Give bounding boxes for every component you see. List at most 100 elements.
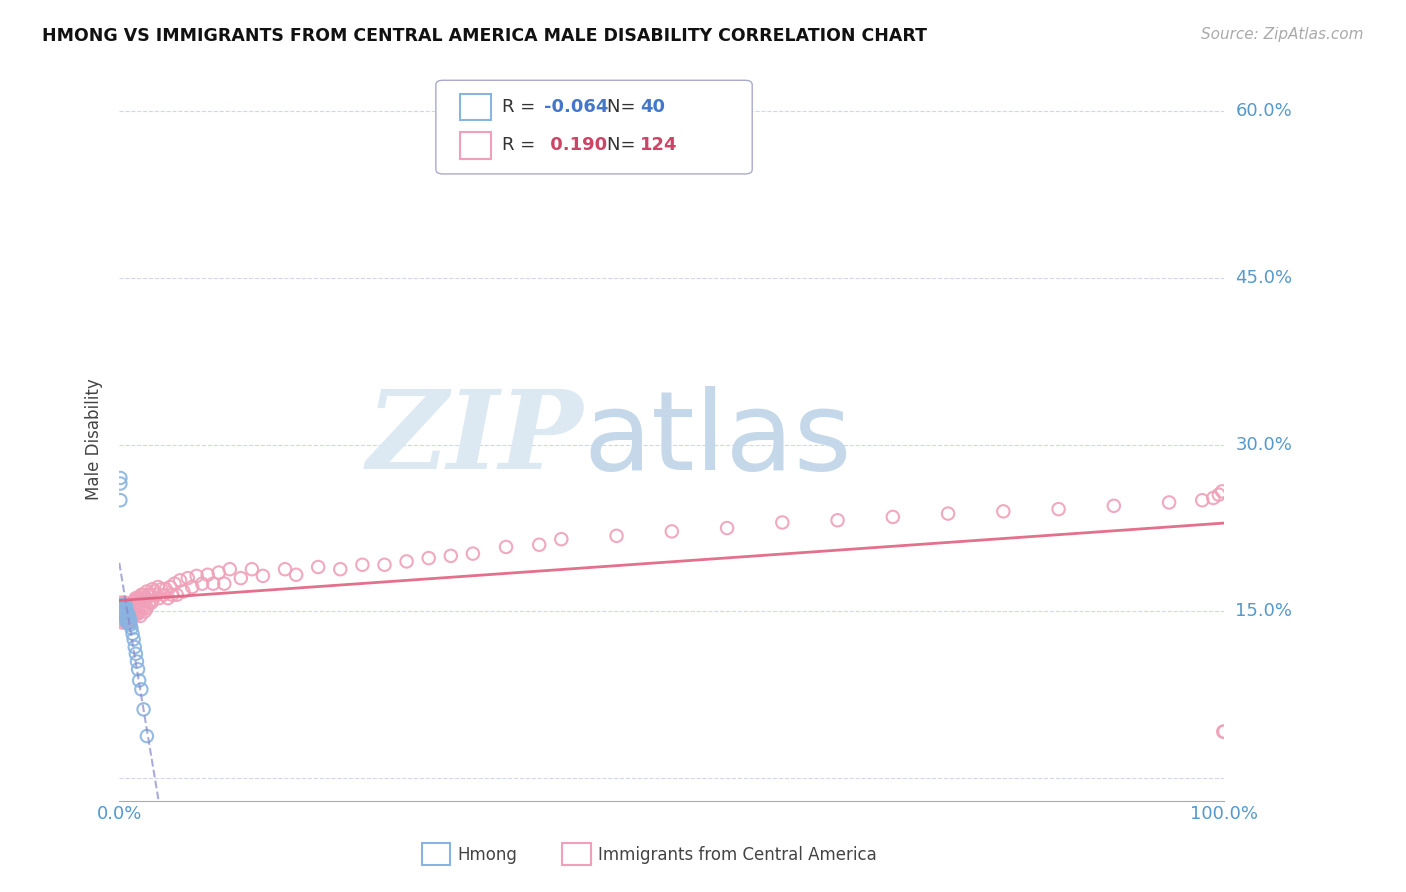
Text: R =: R = bbox=[502, 98, 541, 116]
Point bbox=[329, 562, 352, 576]
Point bbox=[115, 610, 138, 624]
Point bbox=[1212, 724, 1234, 739]
Point bbox=[132, 588, 155, 602]
Point bbox=[110, 605, 132, 619]
Text: atlas: atlas bbox=[583, 385, 852, 492]
Point bbox=[128, 673, 150, 688]
Point bbox=[120, 621, 142, 635]
Text: R =: R = bbox=[502, 136, 547, 154]
Point bbox=[110, 613, 132, 627]
Text: N=: N= bbox=[607, 98, 641, 116]
Text: 124: 124 bbox=[640, 136, 678, 154]
Point bbox=[240, 562, 263, 576]
Point bbox=[134, 605, 156, 619]
Point bbox=[120, 607, 142, 621]
Point bbox=[111, 605, 134, 619]
Point bbox=[115, 599, 138, 613]
Point bbox=[115, 615, 138, 630]
Text: Source: ZipAtlas.com: Source: ZipAtlas.com bbox=[1201, 27, 1364, 42]
Point bbox=[1047, 502, 1070, 516]
Point bbox=[125, 607, 148, 621]
Point bbox=[127, 593, 149, 607]
Point bbox=[111, 599, 134, 613]
Point bbox=[110, 493, 132, 508]
Point bbox=[1102, 499, 1125, 513]
Point bbox=[373, 558, 395, 572]
Point bbox=[440, 549, 463, 563]
Point bbox=[112, 599, 135, 613]
Point bbox=[418, 551, 440, 566]
Point bbox=[122, 632, 145, 647]
Point bbox=[121, 626, 143, 640]
Point bbox=[125, 655, 148, 669]
Point bbox=[1208, 488, 1230, 502]
Point bbox=[274, 562, 297, 576]
Point bbox=[131, 601, 153, 615]
Point bbox=[150, 582, 173, 597]
Point bbox=[110, 596, 132, 610]
Point bbox=[120, 607, 142, 621]
Point bbox=[307, 560, 329, 574]
Text: 0.190: 0.190 bbox=[544, 136, 607, 154]
Point bbox=[115, 605, 138, 619]
Text: Immigrants from Central America: Immigrants from Central America bbox=[598, 846, 876, 863]
Text: ZIP: ZIP bbox=[367, 385, 583, 492]
Point bbox=[127, 662, 149, 676]
Point bbox=[993, 504, 1015, 518]
Text: 40: 40 bbox=[640, 98, 665, 116]
Point bbox=[197, 567, 219, 582]
Point bbox=[110, 599, 132, 613]
Point bbox=[115, 607, 138, 621]
Point bbox=[1191, 493, 1213, 508]
Point bbox=[112, 607, 135, 621]
Point bbox=[172, 584, 194, 599]
Point bbox=[136, 588, 159, 602]
Point bbox=[112, 605, 135, 619]
Point bbox=[111, 607, 134, 621]
Point bbox=[527, 538, 550, 552]
Point bbox=[550, 532, 572, 546]
Point bbox=[115, 605, 138, 619]
Point bbox=[131, 682, 153, 697]
Text: N=: N= bbox=[607, 136, 641, 154]
Point bbox=[145, 588, 167, 602]
Point bbox=[114, 605, 136, 619]
Point bbox=[122, 607, 145, 621]
Text: -0.064: -0.064 bbox=[544, 98, 609, 116]
Point bbox=[114, 596, 136, 610]
Point bbox=[882, 509, 904, 524]
Point bbox=[127, 607, 149, 621]
Point bbox=[202, 576, 225, 591]
Point bbox=[114, 607, 136, 621]
Point bbox=[110, 471, 132, 485]
Text: 60.0%: 60.0% bbox=[1236, 102, 1292, 120]
Point bbox=[152, 588, 174, 602]
Point bbox=[121, 599, 143, 613]
Point bbox=[114, 610, 136, 624]
Point bbox=[166, 588, 188, 602]
Point bbox=[111, 615, 134, 630]
Point bbox=[1213, 724, 1236, 739]
Point bbox=[110, 610, 132, 624]
Point bbox=[111, 607, 134, 621]
Point bbox=[115, 599, 138, 613]
Point bbox=[212, 576, 235, 591]
Point bbox=[169, 574, 191, 588]
Point bbox=[716, 521, 738, 535]
Text: Hmong: Hmong bbox=[457, 846, 517, 863]
Point bbox=[134, 591, 156, 606]
Point bbox=[461, 547, 484, 561]
Point bbox=[135, 601, 157, 615]
Point bbox=[131, 593, 153, 607]
Point bbox=[115, 612, 138, 626]
Point bbox=[110, 476, 132, 491]
Point bbox=[132, 601, 155, 615]
Point bbox=[125, 591, 148, 606]
Text: 15.0%: 15.0% bbox=[1236, 602, 1292, 621]
Point bbox=[114, 599, 136, 613]
Point bbox=[186, 569, 208, 583]
Point bbox=[135, 584, 157, 599]
Text: 30.0%: 30.0% bbox=[1236, 435, 1292, 454]
Point bbox=[229, 571, 252, 585]
Point bbox=[135, 729, 157, 743]
